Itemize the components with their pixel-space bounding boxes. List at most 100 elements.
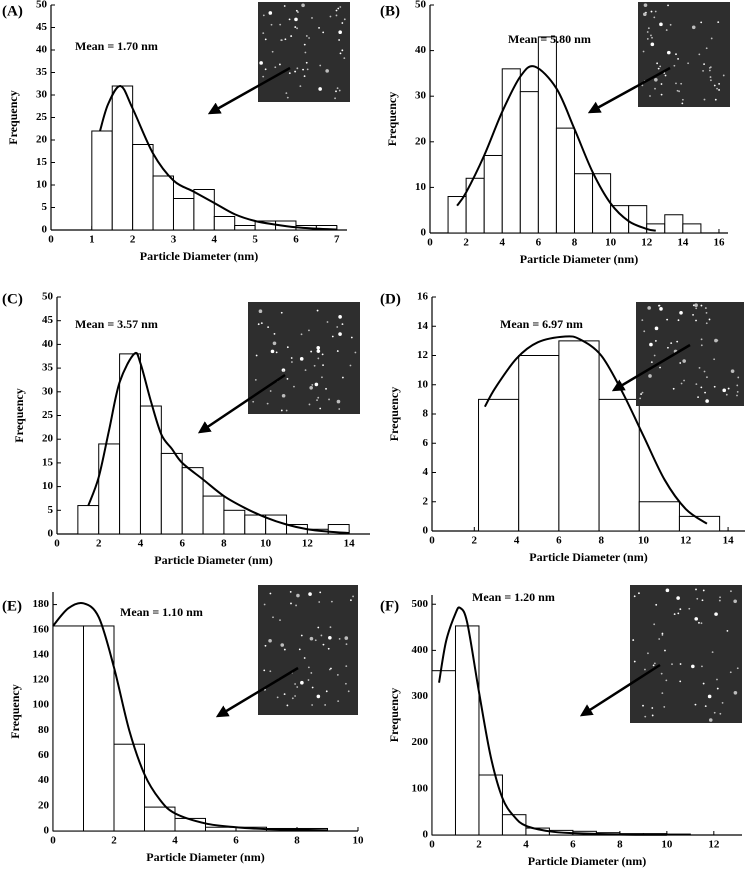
inset-particle [736, 667, 739, 670]
inset-particle [309, 385, 313, 390]
inset-particle [336, 674, 339, 676]
x-tick-label: 2 [472, 535, 478, 547]
bar [537, 36, 557, 234]
inset-particle [665, 588, 670, 593]
fit-curve [52, 601, 328, 832]
panel-label: (F) [380, 598, 399, 614]
inset-particle [708, 69, 711, 72]
y-tick-label: 0 [423, 525, 429, 537]
inset-particle [671, 663, 673, 666]
inset-particle [298, 648, 301, 651]
inset-particle [727, 387, 730, 390]
inset-particle [286, 346, 289, 349]
inset-particle [321, 376, 323, 379]
y-tick-label: 20 [415, 135, 427, 147]
inset-particle [703, 63, 705, 66]
inset-particle [653, 16, 656, 19]
bar [327, 524, 350, 535]
inset-particle [324, 704, 327, 706]
inset-particle [719, 712, 722, 715]
y-tick-label: 45 [42, 314, 54, 326]
bar [193, 189, 215, 231]
inset-image [630, 585, 742, 723]
inset-particle [721, 701, 724, 704]
x-tick-label: 16 [713, 237, 725, 249]
x-tick-label: 6 [570, 839, 576, 851]
panel-label: (B) [380, 3, 400, 19]
inset-particle [687, 62, 690, 65]
inset-particle [308, 329, 310, 332]
inset-particle [286, 96, 289, 99]
y-tick-label: 40 [42, 338, 54, 350]
inset-particle [311, 686, 314, 689]
x-tick-label: 2 [96, 538, 102, 550]
y-tick-label: 100 [33, 699, 50, 711]
inset-particle [311, 17, 313, 19]
bar [91, 130, 113, 231]
inset-particle [294, 26, 297, 28]
inset-particle [336, 350, 339, 352]
inset-particle [730, 590, 732, 593]
inset-particle [272, 341, 277, 346]
inset-particle [322, 31, 325, 34]
inset-particle [336, 326, 339, 328]
y-tick-label: 400 [412, 644, 429, 656]
y-tick-label: 40 [38, 774, 50, 786]
inset-particle [268, 11, 273, 15]
inset-particle [718, 599, 721, 602]
inset-particle [638, 592, 640, 595]
panel-label: (E) [2, 598, 22, 614]
inset-particle [714, 98, 717, 101]
inset-particle [650, 42, 655, 47]
inset-particle [655, 603, 658, 606]
bar [234, 225, 256, 231]
inset-particle [737, 376, 740, 379]
inset-particle [270, 23, 273, 26]
inset-particle [646, 31, 649, 33]
inset-particle [681, 98, 684, 101]
inset-particle [316, 349, 321, 353]
inset-particle [736, 390, 739, 393]
bar [160, 452, 183, 535]
fit-curve [483, 335, 708, 525]
inset-particle [295, 9, 298, 12]
y-axis-title: Frequency [8, 684, 22, 738]
inset-image [258, 585, 358, 715]
inset-particle [642, 50, 645, 53]
inset-particle [341, 49, 344, 52]
inset-particle [338, 637, 341, 640]
inset-particle [709, 76, 712, 78]
inset-particle [352, 595, 354, 598]
bar [555, 127, 575, 234]
x-tick-label: 0 [48, 234, 54, 246]
inset-particle [640, 393, 642, 395]
x-tick-label: 4 [499, 237, 505, 249]
inset-particle [327, 647, 330, 650]
y-tick-label: 0 [423, 829, 429, 841]
inset-particle [678, 90, 680, 93]
inset-particle [258, 309, 263, 314]
inset-particle [708, 718, 713, 722]
inset-particle [263, 669, 266, 672]
inset-particle [722, 388, 727, 393]
inset-particle [675, 53, 677, 56]
inset-particle [338, 89, 341, 92]
inset-particle [642, 704, 644, 707]
x-axis-title: Particle Diameter (nm) [154, 553, 272, 567]
inset-particle [328, 398, 330, 401]
x-tick-label: 0 [54, 538, 60, 550]
bar [98, 443, 121, 535]
inset-particle [713, 711, 716, 714]
inset-particle [644, 715, 647, 718]
y-tick-label: 30 [36, 89, 48, 101]
inset-particle [319, 407, 322, 410]
inset-particle [661, 634, 664, 636]
y-tick-label: 50 [415, 0, 427, 11]
x-tick-label: 14 [344, 538, 356, 550]
bar [678, 515, 721, 532]
bar [519, 91, 539, 234]
y-tick-label: 180 [33, 598, 50, 610]
inset-particle [354, 351, 357, 354]
inset-particle [704, 307, 707, 309]
inset-particle [279, 23, 282, 26]
